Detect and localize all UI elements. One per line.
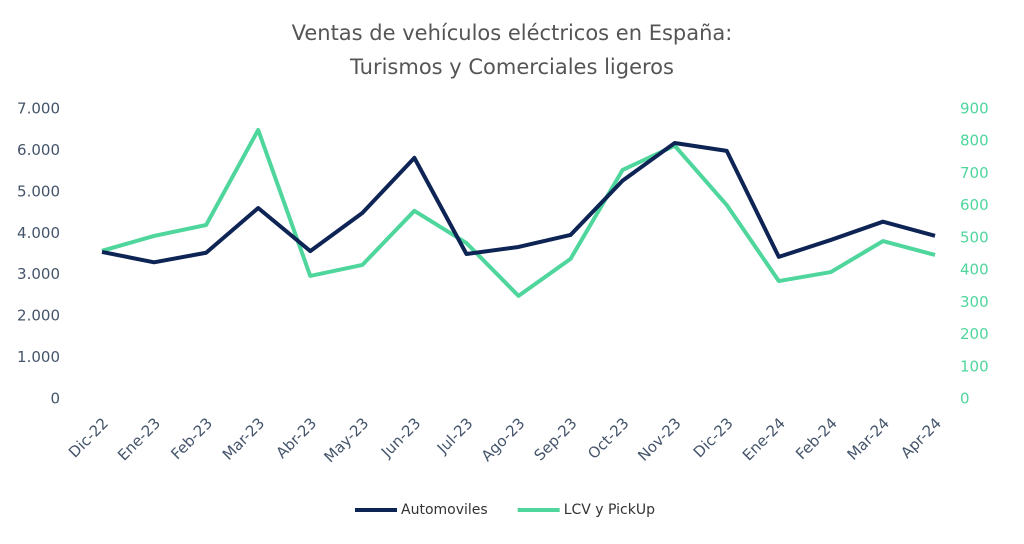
x-tick-label: Abr-23 xyxy=(273,414,321,462)
x-tick-label: Mar-24 xyxy=(844,414,893,463)
y-tick-label: 3.000 xyxy=(17,265,60,283)
x-tick-label: Sep-23 xyxy=(531,414,581,464)
series-line xyxy=(101,127,936,298)
y-tick-label: 700 xyxy=(960,164,989,182)
y-tick-label: 7.000 xyxy=(17,100,60,118)
y-tick-label: 0 xyxy=(50,390,60,408)
x-tick-label: Apr-24 xyxy=(897,414,945,462)
y-tick-label: 200 xyxy=(960,325,989,343)
x-tick-label: Feb-23 xyxy=(167,414,216,463)
y-tick-label: 5.000 xyxy=(17,182,60,200)
x-tick-label: Dic-22 xyxy=(65,414,112,461)
x-tick-label: Dic-23 xyxy=(690,414,737,461)
y-tick-label: 300 xyxy=(960,293,989,311)
x-tick-label: Oct-23 xyxy=(584,414,632,462)
y-tick-label: 900 xyxy=(960,100,989,118)
y-tick-label: 400 xyxy=(960,261,989,279)
x-tick-label: May-23 xyxy=(321,414,373,466)
y-tick-label: 1.000 xyxy=(17,348,60,366)
y-tick-label: 600 xyxy=(960,196,989,214)
x-tick-label: Jul-23 xyxy=(433,414,477,458)
x-tick-label: Nov-23 xyxy=(634,414,684,464)
y-tick-label: 800 xyxy=(960,132,989,150)
y-tick-label: 0 xyxy=(960,390,970,408)
chart-title: Turismos y Comerciales ligeros xyxy=(349,55,674,79)
y-tick-label: 500 xyxy=(960,228,989,246)
x-tick-label: Jun-23 xyxy=(377,414,424,461)
series-line xyxy=(101,140,936,265)
chart-title: Ventas de vehículos eléctricos en España… xyxy=(292,21,733,45)
x-tick-label: Ene-23 xyxy=(114,414,164,464)
y-tick-label: 2.000 xyxy=(17,307,60,325)
y-tick-label: 4.000 xyxy=(17,224,60,242)
x-tick-label: Ago-23 xyxy=(478,414,529,465)
legend-label: LCV y PickUp xyxy=(564,502,655,518)
y-tick-label: 6.000 xyxy=(17,141,60,159)
x-tick-label: Mar-23 xyxy=(219,414,268,463)
x-tick-label: Feb-24 xyxy=(792,414,841,463)
x-tick-label: Ene-24 xyxy=(739,414,789,464)
legend-label: Automoviles xyxy=(401,502,488,518)
y-tick-label: 100 xyxy=(960,357,989,375)
